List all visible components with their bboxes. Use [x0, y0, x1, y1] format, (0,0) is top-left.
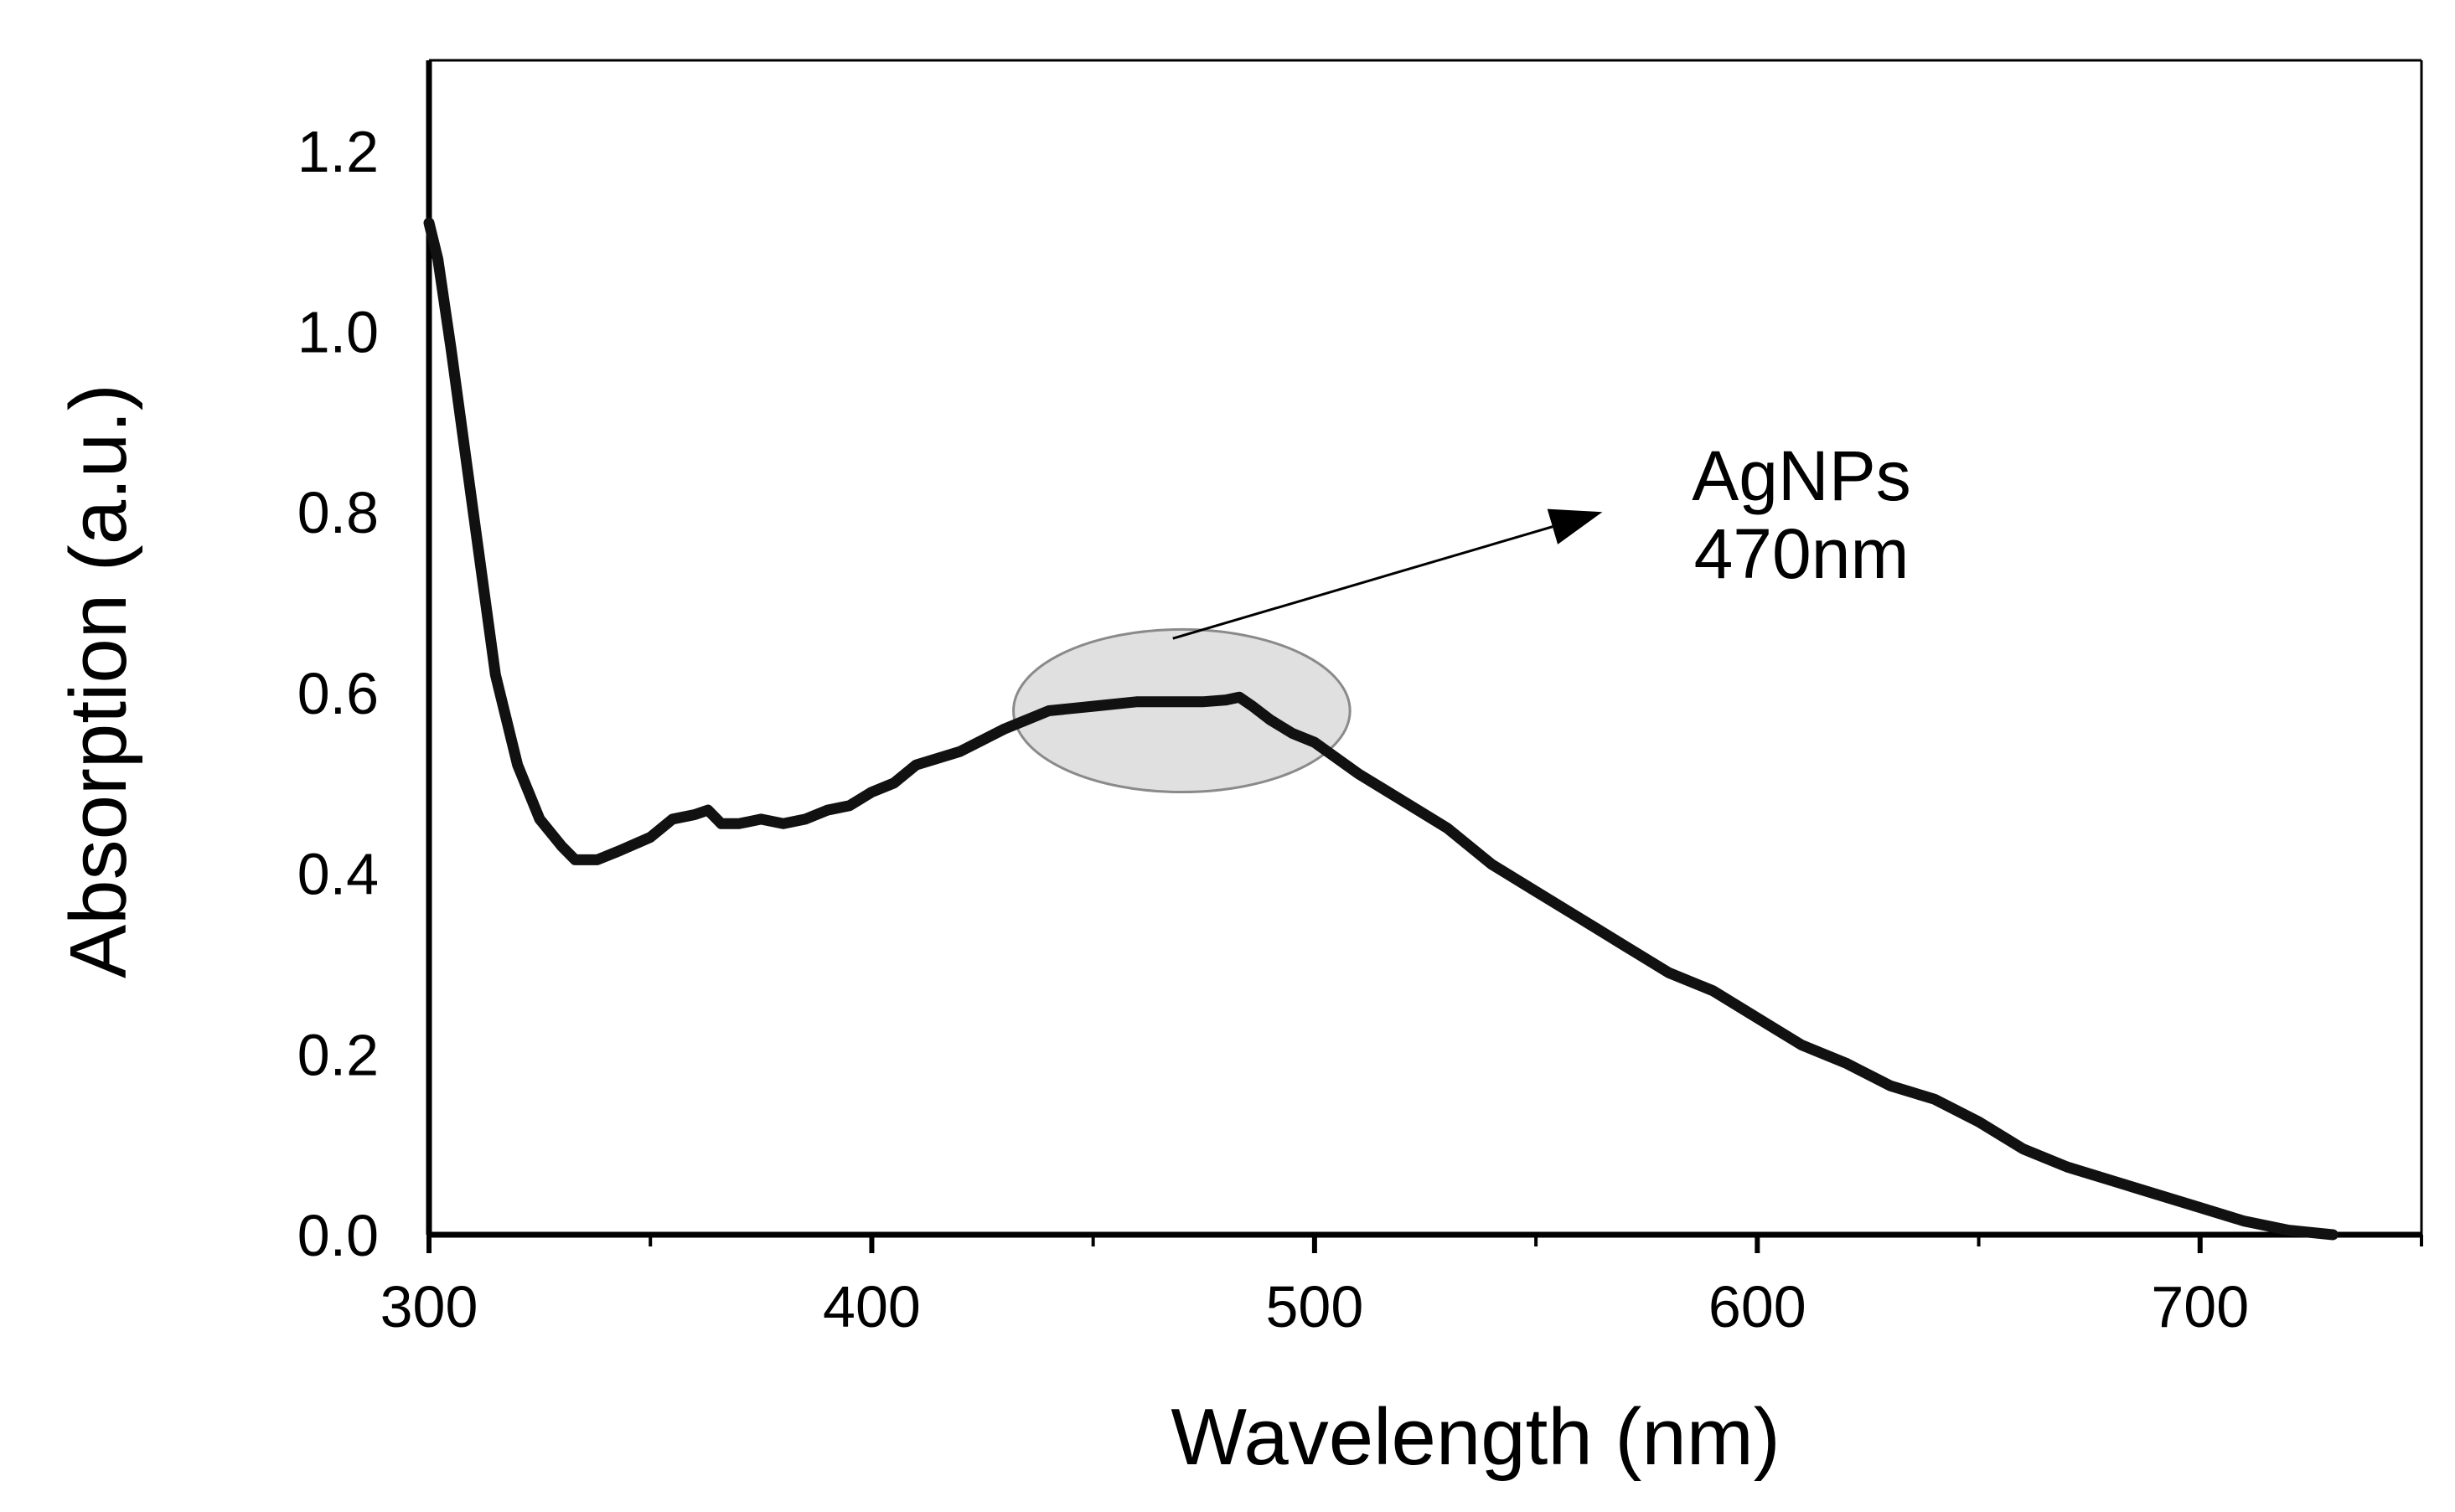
series-line-agnps — [423, 217, 2339, 1241]
x-tick-label: 500 — [1265, 1274, 1363, 1339]
y-tick-label: 0.2 — [297, 1022, 379, 1087]
peak-highlight-ellipse — [1012, 627, 1352, 794]
annotation-layer — [1172, 508, 1603, 640]
annotation-label-agnps: AgNPs — [1692, 436, 1910, 515]
y-tick-label: 1.2 — [297, 119, 379, 184]
series-layer — [423, 217, 2339, 1241]
peak-highlight-layer — [1012, 627, 1352, 794]
annotation-label-wavelength: 470nm — [1694, 514, 1910, 593]
y-tick-label: 0.8 — [297, 480, 379, 545]
plot-frame — [426, 59, 2423, 1238]
x-tick-label: 300 — [380, 1274, 478, 1339]
x-axis-title: Wavelength (nm) — [1171, 1392, 1780, 1482]
y-tick-label: 0.4 — [297, 842, 379, 907]
y-axis-title: Absorption (a.u.) — [54, 384, 143, 978]
y-tick-label: 1.0 — [297, 300, 379, 365]
axis-ticks: 300 400 500 600 700 0.0 0.2 0.4 0.6 0.8 1.0 1.2 — [297, 119, 2423, 1339]
x-tick-label: 400 — [823, 1274, 921, 1339]
x-tick-label: 600 — [1708, 1274, 1806, 1339]
x-tick-label: 700 — [2151, 1274, 2249, 1339]
y-tick-label: 0.6 — [297, 661, 379, 726]
y-tick-label: 0.0 — [297, 1203, 379, 1268]
annotation-arrow-head — [1547, 508, 1603, 544]
annotation-arrow-shaft — [1172, 525, 1553, 640]
